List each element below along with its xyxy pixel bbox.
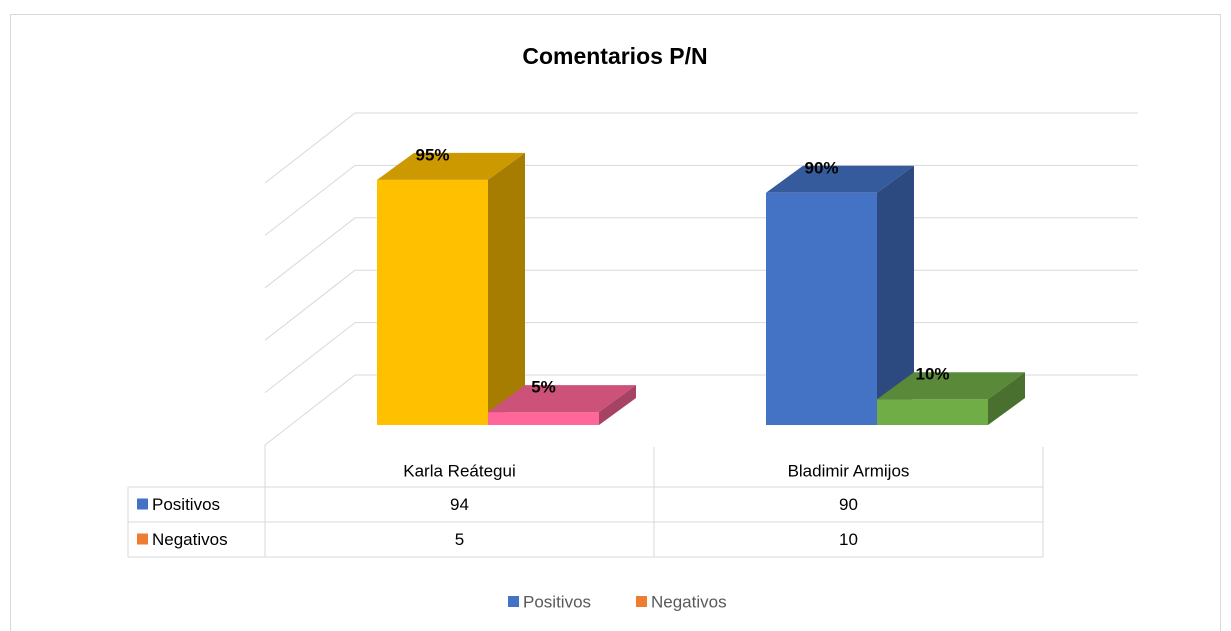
bar-top xyxy=(377,152,525,180)
x-tick-label: Bladimir Armijos xyxy=(788,461,910,480)
side-grid-line xyxy=(264,269,356,341)
data-label: 10% xyxy=(915,365,949,384)
table-legend-key xyxy=(137,533,148,545)
table-row-label: Negativos xyxy=(152,530,228,549)
legend-key xyxy=(636,596,647,607)
bar-top xyxy=(766,165,914,193)
table-row-label: Positivos xyxy=(152,495,220,514)
side-grid-line xyxy=(264,374,356,446)
data-label: 90% xyxy=(804,158,838,177)
bar-front xyxy=(377,179,488,425)
bar-top xyxy=(877,372,1025,400)
bar-side xyxy=(488,152,525,425)
bar-side xyxy=(599,385,636,425)
bar-top xyxy=(488,385,636,413)
data-label: 5% xyxy=(531,378,556,397)
table-cell: 10 xyxy=(839,530,858,549)
table-cell: 90 xyxy=(839,495,858,514)
side-grid-line xyxy=(264,217,356,289)
side-grid-line xyxy=(264,165,356,236)
legend-key xyxy=(508,596,519,607)
table-legend-key xyxy=(137,498,148,510)
table-cell: 94 xyxy=(450,495,469,514)
side-grid-line xyxy=(264,322,356,393)
bar-front xyxy=(877,399,988,425)
table-cell: 5 xyxy=(455,530,464,549)
side-grid-line xyxy=(264,112,356,184)
bar-front xyxy=(766,192,877,425)
data-label: 95% xyxy=(415,145,449,164)
x-tick-label: Karla Reátegui xyxy=(403,461,515,480)
legend-label: Negativos xyxy=(651,592,727,611)
legend-label: Positivos xyxy=(523,592,591,611)
bar-front xyxy=(488,412,599,425)
bar-side xyxy=(988,372,1025,425)
bar-side xyxy=(877,165,914,426)
chart-title: Comentarios P/N xyxy=(522,43,707,69)
